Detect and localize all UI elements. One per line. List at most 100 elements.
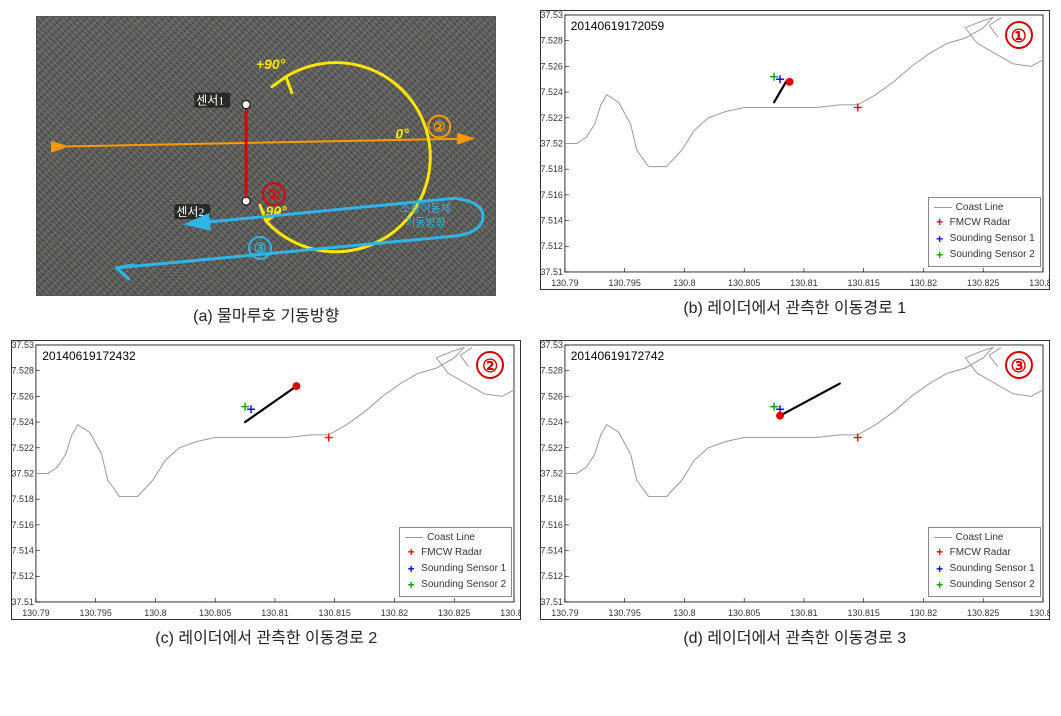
- svg-text:130.8: 130.8: [673, 608, 695, 618]
- legend-plus-icon: +: [405, 577, 417, 593]
- svg-text:130.795: 130.795: [608, 278, 640, 288]
- legend-plus-icon: +: [934, 544, 946, 560]
- svg-text:기동방향: 기동방향: [406, 216, 446, 229]
- legend-plus-icon: +: [934, 577, 946, 593]
- figure-grid: 센서1센서2+90°0°-90°소상이동체기동방향②①③ (a) 물마루호 기동…: [10, 10, 1051, 668]
- panel-a-cell: 센서1센서2+90°0°-90°소상이동체기동방향②①③ (a) 물마루호 기동…: [10, 10, 523, 334]
- legend-label: Sounding Sensor 2: [421, 578, 506, 592]
- svg-text:37.516: 37.516: [12, 520, 34, 530]
- caption-c: (c) 레이더에서 관측한 이동경로 2: [10, 620, 523, 656]
- legend-row: Coast Line: [934, 531, 1035, 545]
- legend-row: + FMCW Radar: [405, 544, 506, 560]
- svg-text:37.51: 37.51: [541, 597, 563, 607]
- svg-text:130.805: 130.805: [728, 608, 760, 618]
- svg-text:37.53: 37.53: [541, 11, 563, 20]
- svg-text:130.815: 130.815: [847, 608, 879, 618]
- legend-label: Coast Line: [427, 531, 475, 545]
- svg-text:130.8: 130.8: [673, 278, 695, 288]
- svg-text:130.82: 130.82: [381, 608, 408, 618]
- svg-text:①: ①: [268, 186, 280, 202]
- legend-row: + Sounding Sensor 1: [405, 561, 506, 577]
- svg-text:37.518: 37.518: [12, 494, 34, 504]
- svg-text:37.528: 37.528: [541, 36, 563, 46]
- svg-text:130.825: 130.825: [438, 608, 470, 618]
- svg-text:37.526: 37.526: [541, 61, 563, 71]
- svg-text:130.805: 130.805: [199, 608, 231, 618]
- timestamp-b: 20140619172059: [571, 19, 664, 33]
- svg-text:37.514: 37.514: [12, 546, 34, 556]
- svg-text:37.52: 37.52: [541, 138, 563, 148]
- svg-text:37.526: 37.526: [12, 391, 34, 401]
- panel-a-overlay: 센서1센서2+90°0°-90°소상이동체기동방향②①③: [37, 17, 495, 296]
- svg-text:37.514: 37.514: [541, 216, 563, 226]
- panel-a-image: 센서1센서2+90°0°-90°소상이동체기동방향②①③: [36, 16, 496, 296]
- svg-text:③: ③: [254, 240, 266, 256]
- svg-text:37.524: 37.524: [12, 417, 34, 427]
- svg-text:0°: 0°: [396, 125, 410, 141]
- svg-text:130.825: 130.825: [967, 608, 999, 618]
- svg-text:37.512: 37.512: [541, 571, 563, 581]
- chart-c: 130.79130.795130.8130.805130.81130.81513…: [11, 340, 521, 620]
- svg-text:센서1: 센서1: [197, 94, 225, 108]
- svg-text:130.8: 130.8: [144, 608, 166, 618]
- svg-text:37.522: 37.522: [12, 443, 34, 453]
- legend-d: Coast Line+FMCW Radar+Sounding Sensor 1+…: [928, 527, 1041, 597]
- svg-text:37.528: 37.528: [12, 366, 34, 376]
- svg-text:130.81: 130.81: [790, 278, 817, 288]
- svg-text:37.514: 37.514: [541, 546, 563, 556]
- svg-text:37.522: 37.522: [541, 113, 563, 123]
- chart-d: 130.79 130.795 130.8 130.805 130.81 130.815 13…: [540, 340, 1050, 620]
- legend-plus-icon: +: [934, 214, 946, 230]
- svg-text:130.815: 130.815: [847, 278, 879, 288]
- svg-text:130.81: 130.81: [790, 608, 817, 618]
- legend-label: Sounding Sensor 1: [421, 562, 506, 576]
- legend-label: Sounding Sensor 1: [950, 232, 1035, 246]
- legend-plus-icon: +: [934, 561, 946, 577]
- legend-label: FMCW Radar: [950, 546, 1011, 560]
- legend-plus-icon: +: [934, 247, 946, 263]
- svg-text:130.79: 130.79: [551, 278, 578, 288]
- legend-row: + Sounding Sensor 2: [934, 247, 1035, 263]
- svg-text:130.795: 130.795: [608, 608, 640, 618]
- legend-row: + Sounding Sensor 1: [934, 231, 1035, 247]
- svg-text:130.82: 130.82: [910, 608, 937, 618]
- svg-text:130.83: 130.83: [1029, 608, 1049, 618]
- svg-text:센서2: 센서2: [177, 205, 205, 219]
- svg-text:소상이동체: 소상이동체: [401, 202, 451, 215]
- svg-text:37.516: 37.516: [541, 520, 563, 530]
- chart-b: 130.79 130.795 130.8 130.805 130.81 130.815 13…: [540, 10, 1050, 290]
- legend-row: + Sounding Sensor 2: [934, 577, 1035, 593]
- svg-text:130.79: 130.79: [551, 608, 578, 618]
- legend-plus-icon: +: [405, 544, 417, 560]
- legend-row: + Sounding Sensor 2: [405, 577, 506, 593]
- svg-text:130.805: 130.805: [728, 278, 760, 288]
- svg-text:130.81: 130.81: [262, 608, 289, 618]
- legend-label: Coast Line: [956, 531, 1004, 545]
- timestamp-c: 20140619172432: [42, 349, 135, 363]
- legend-label: FMCW Radar: [421, 546, 482, 560]
- svg-text:130.815: 130.815: [319, 608, 351, 618]
- legend-row: Coast Line: [934, 201, 1035, 215]
- badge-b: ①: [1005, 21, 1033, 49]
- legend-b: Coast Line+FMCW Radar+Sounding Sensor 1+…: [928, 197, 1041, 267]
- svg-text:130.79: 130.79: [22, 608, 49, 618]
- legend-label: Sounding Sensor 1: [950, 562, 1035, 576]
- svg-text:37.522: 37.522: [541, 443, 563, 453]
- svg-text:37.512: 37.512: [541, 241, 563, 251]
- legend-row: + Sounding Sensor 1: [934, 561, 1035, 577]
- svg-text:130.83: 130.83: [501, 608, 521, 618]
- legend-plus-icon: +: [405, 561, 417, 577]
- legend-plus-icon: +: [934, 231, 946, 247]
- legend-label: Sounding Sensor 2: [950, 578, 1035, 592]
- svg-text:37.524: 37.524: [541, 87, 563, 97]
- caption-d: (d) 레이더에서 관측한 이동경로 3: [539, 620, 1052, 656]
- legend-line-icon: [934, 207, 952, 208]
- svg-text:37.53: 37.53: [541, 341, 563, 350]
- legend-c: Coast Line+FMCW Radar+Sounding Sensor 1+…: [399, 527, 512, 597]
- svg-text:130.825: 130.825: [967, 278, 999, 288]
- legend-label: FMCW Radar: [950, 216, 1011, 230]
- legend-line-icon: [934, 537, 952, 538]
- legend-line-icon: [405, 537, 423, 538]
- legend-label: Sounding Sensor 2: [950, 248, 1035, 262]
- svg-text:37.528: 37.528: [541, 366, 563, 376]
